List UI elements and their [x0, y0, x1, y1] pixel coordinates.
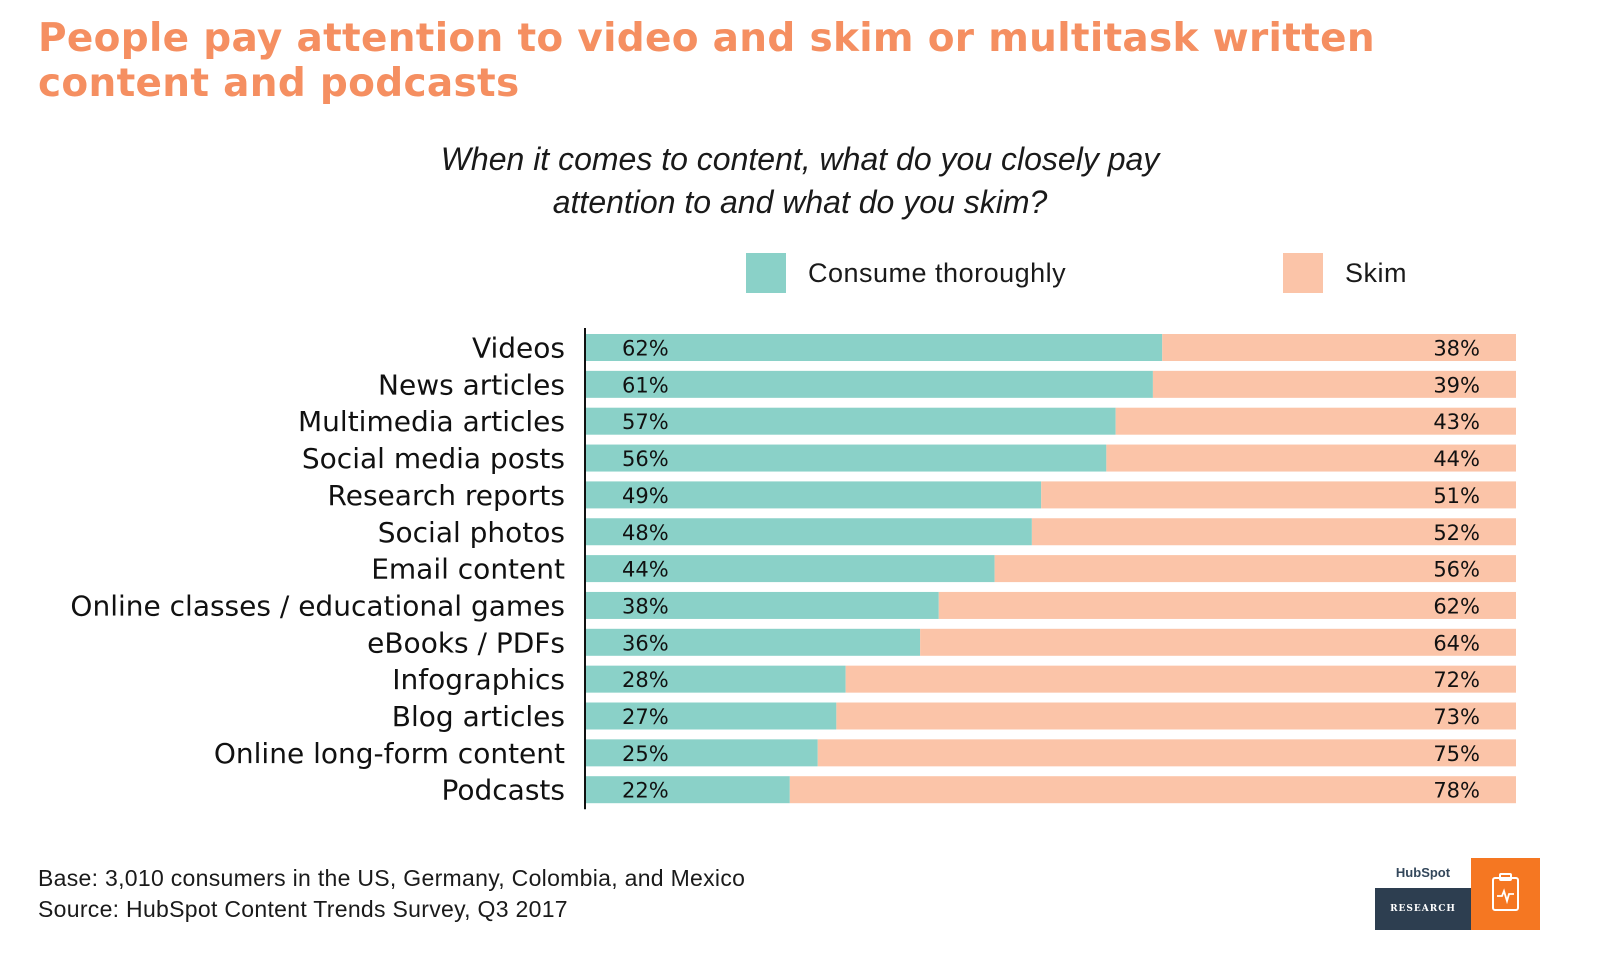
value-label-skim-9: 72% — [1433, 668, 1480, 692]
category-label-7: Online classes / educational games — [70, 589, 565, 622]
bar-skim-2 — [1115, 407, 1516, 435]
bar-thorough-10 — [585, 702, 837, 730]
value-label-skim-6: 56% — [1433, 558, 1480, 582]
value-label-thorough-4: 49% — [622, 484, 669, 508]
value-label-skim-0: 38% — [1433, 337, 1480, 361]
bar-thorough-6 — [585, 555, 995, 583]
category-label-0: Videos — [472, 332, 565, 365]
category-label-9: Infographics — [392, 663, 565, 696]
chart-title: People pay attention to video and skim o… — [38, 16, 1375, 106]
legend-label-thorough: Consume thoroughly — [808, 257, 1067, 288]
category-label-11: Online long-form content — [214, 737, 565, 770]
bar-thorough-11 — [585, 739, 818, 767]
legend-swatch-skim — [1283, 253, 1323, 293]
value-label-thorough-7: 38% — [622, 594, 669, 618]
bar-skim-10 — [836, 702, 1516, 730]
category-label-5: Social photos — [378, 516, 565, 549]
category-label-6: Email content — [371, 553, 565, 586]
bar-thorough-12 — [585, 776, 790, 804]
bar-thorough-0 — [585, 334, 1163, 361]
value-label-thorough-8: 36% — [622, 631, 669, 655]
footnote-source: Source: HubSpot Content Trends Survey, Q… — [38, 896, 568, 922]
subtitle-line-2: attention to and what do you skim? — [552, 184, 1048, 220]
value-label-thorough-12: 22% — [622, 779, 669, 803]
bar-thorough-2 — [585, 407, 1116, 435]
legend-item-skim: Skim — [1283, 253, 1407, 293]
value-label-thorough-11: 25% — [622, 742, 669, 766]
hubspot-research-logo: HubSpot RESEARCH — [1375, 858, 1540, 930]
chart-subtitle: When it comes to content, what do you cl… — [300, 138, 1300, 224]
value-label-skim-1: 39% — [1433, 373, 1480, 397]
category-label-3: Social media posts — [302, 442, 565, 475]
bar-skim-8 — [920, 628, 1516, 656]
value-label-thorough-1: 61% — [622, 373, 669, 397]
value-label-thorough-6: 44% — [622, 558, 669, 582]
bar-skim-0 — [1162, 334, 1516, 361]
bar-thorough-9 — [585, 665, 846, 693]
bar-thorough-4 — [585, 481, 1042, 509]
value-label-skim-8: 64% — [1433, 631, 1480, 655]
value-label-skim-3: 44% — [1433, 447, 1480, 471]
value-label-skim-12: 78% — [1433, 779, 1480, 803]
value-label-skim-10: 73% — [1433, 705, 1480, 729]
category-label-4: Research reports — [328, 479, 565, 512]
bar-skim-12 — [789, 776, 1516, 804]
category-label-10: Blog articles — [392, 700, 565, 733]
bar-skim-4 — [1041, 481, 1516, 509]
category-label-12: Podcasts — [442, 774, 566, 807]
bar-skim-1 — [1152, 370, 1516, 398]
value-label-thorough-5: 48% — [622, 521, 669, 545]
footnote-base: Base: 3,010 consumers in the US, Germany… — [38, 865, 746, 891]
value-label-thorough-3: 56% — [622, 447, 669, 471]
bar-skim-3 — [1106, 444, 1516, 472]
category-label-8: eBooks / PDFs — [367, 626, 565, 659]
value-label-thorough-10: 27% — [622, 705, 669, 729]
bar-thorough-5 — [585, 518, 1032, 546]
value-label-thorough-0: 62% — [622, 337, 669, 361]
legend-item-thorough: Consume thoroughly — [746, 253, 1066, 293]
subtitle-line-1: When it comes to content, what do you cl… — [440, 141, 1160, 177]
value-label-thorough-2: 57% — [622, 410, 669, 434]
bar-skim-6 — [994, 555, 1516, 583]
bar-thorough-7 — [585, 591, 939, 619]
bar-skim-7 — [938, 591, 1516, 619]
category-label-1: News articles — [378, 368, 565, 401]
bar-thorough-1 — [585, 370, 1153, 398]
clipboard-pulse-icon — [1471, 858, 1540, 930]
bar-thorough-8 — [585, 628, 921, 656]
bar-skim-5 — [1031, 518, 1516, 546]
value-label-skim-5: 52% — [1433, 521, 1480, 545]
category-label-2: Multimedia articles — [298, 405, 565, 438]
value-label-skim-7: 62% — [1433, 594, 1480, 618]
legend-label-skim: Skim — [1345, 257, 1407, 288]
value-label-thorough-9: 28% — [622, 668, 669, 692]
legend-swatch-thorough — [746, 253, 786, 293]
bar-skim-11 — [817, 739, 1516, 767]
research-tagline: RESEARCH — [1375, 888, 1471, 930]
bar-skim-9 — [845, 665, 1516, 693]
value-label-skim-2: 43% — [1433, 410, 1480, 434]
hubspot-wordmark: HubSpot — [1395, 865, 1451, 880]
value-label-skim-11: 75% — [1433, 742, 1480, 766]
value-label-skim-4: 51% — [1433, 484, 1480, 508]
bar-thorough-3 — [585, 444, 1107, 472]
